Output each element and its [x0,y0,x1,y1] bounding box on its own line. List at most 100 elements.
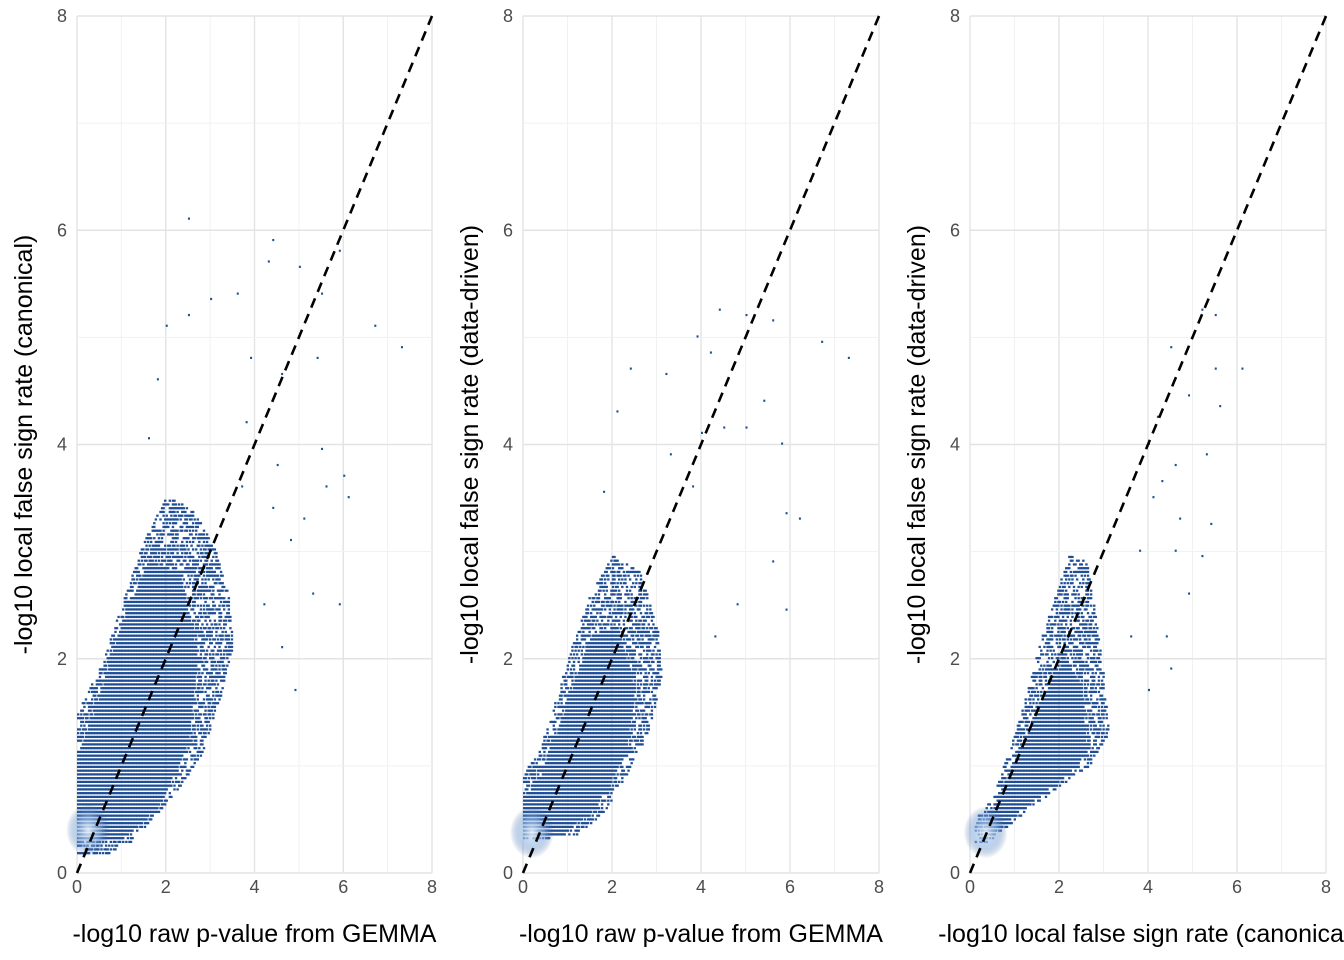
hexbin-cell [153,627,156,630]
hexbin-cell [216,702,220,705]
hexbin-cell [140,825,144,829]
hexbin-cell [136,687,139,690]
hexbin-cell [129,709,133,712]
hexbin-cell [157,645,161,649]
hexbin-cell [182,649,186,652]
hexbin-cell [190,567,193,570]
hexbin-cell [108,702,111,705]
hexbin-cell [153,615,156,619]
hexbin-cell [193,747,196,750]
hexbin-cell [139,769,142,772]
hexbin-cell [104,668,108,671]
hexbin-cell [163,705,167,709]
hexbin-cell [151,724,154,727]
hexbin-cell [115,758,119,761]
hexbin-cell [89,758,92,761]
hexbin-cell [120,765,123,769]
hexbin-cell [195,623,198,626]
hexbin-cell [162,585,165,589]
hexbin-cell [171,728,175,731]
hexbin-cell [162,503,165,506]
hexbin-cell [188,578,192,581]
hexbin-cell [173,529,176,532]
hexbin-cell [148,717,151,720]
hexbin-cell [145,747,148,750]
hexbin-cell [90,705,94,709]
hexbin-cell [128,735,131,739]
hexbin-cell [90,720,94,724]
hexbin-cell [165,675,168,679]
hexbin-cell [168,634,172,637]
hexbin-cell [184,743,187,746]
hexbin-cell [199,653,203,656]
hexbin-cell [179,544,182,547]
hexbin-cell [191,694,195,697]
hexbin-cell [97,743,100,746]
hexbin-cell [163,649,167,652]
hexbin-cell [165,687,168,690]
hexbin-cell [95,735,99,739]
hexbin-cell [148,743,151,746]
hexbin-cell [148,578,151,581]
hexbin-cell [199,679,203,682]
hexbin-cell [146,743,150,746]
hexbin-cell [181,675,184,679]
hexbin-cell [157,773,161,776]
hexbin-cell [174,660,178,664]
hexbin-cell [149,548,153,551]
hexbin-cell [184,702,187,705]
hexbin-cell [142,743,145,746]
hexbin-cell [162,769,165,772]
hexbin-cell [120,822,123,825]
hexbin-cell [126,818,130,821]
hexbin-cell [195,567,198,570]
hexbin-cell [78,799,81,802]
hexbin-cell [136,732,139,735]
hexbin-cell [142,773,145,776]
hexbin-cell [153,600,156,604]
hexbin-cell [171,589,175,592]
hexbin-cell [95,758,99,761]
hexbin-cell [181,548,184,551]
hexbin-cell [131,754,134,757]
hexbin-cell [114,668,117,671]
hexbin-cell [218,694,221,697]
hexbin-cell [98,803,102,806]
hexbin-cell [182,694,186,697]
hexbin-cell [185,642,189,645]
hexbin-cell [163,750,167,754]
hexbin-cell [106,720,109,724]
hexbin-cell [106,784,109,787]
hexbin-cell [115,694,119,697]
hexbin-cell [77,758,80,761]
hexbin-cell [218,608,221,611]
hexbin-cell [129,750,133,754]
hexbin-cell [131,717,134,720]
hexbin-cell [196,642,199,645]
hexbin-cell [90,690,94,694]
hexbin-cell [112,713,116,716]
hexbin-cell [153,694,156,697]
hexbin-cell [100,705,103,709]
hexbin-cell [201,645,204,649]
hexbin-cell [207,537,210,540]
hexbin-cell [188,672,192,675]
hexbin-cell [120,675,123,679]
hexbin-cell [184,698,187,701]
hexbin-cell [204,657,207,660]
hexbin-cell [154,803,158,806]
hexbin-cell [160,619,164,622]
hexbin-cell [195,649,198,652]
hexbin-cell [128,747,131,750]
hexbin-cell [209,630,212,634]
hexbin-cell [157,608,161,611]
hexbin-cell [177,750,181,754]
hexbin-cell [131,630,134,634]
hexbin-cell [104,717,108,720]
hexbin-cell [188,664,192,667]
hexbin-cell [128,645,131,649]
hexbin-cell [167,653,170,656]
hexbin-cell [154,540,158,544]
hexbin-cell [101,788,105,791]
hexbin-cell [167,657,170,660]
